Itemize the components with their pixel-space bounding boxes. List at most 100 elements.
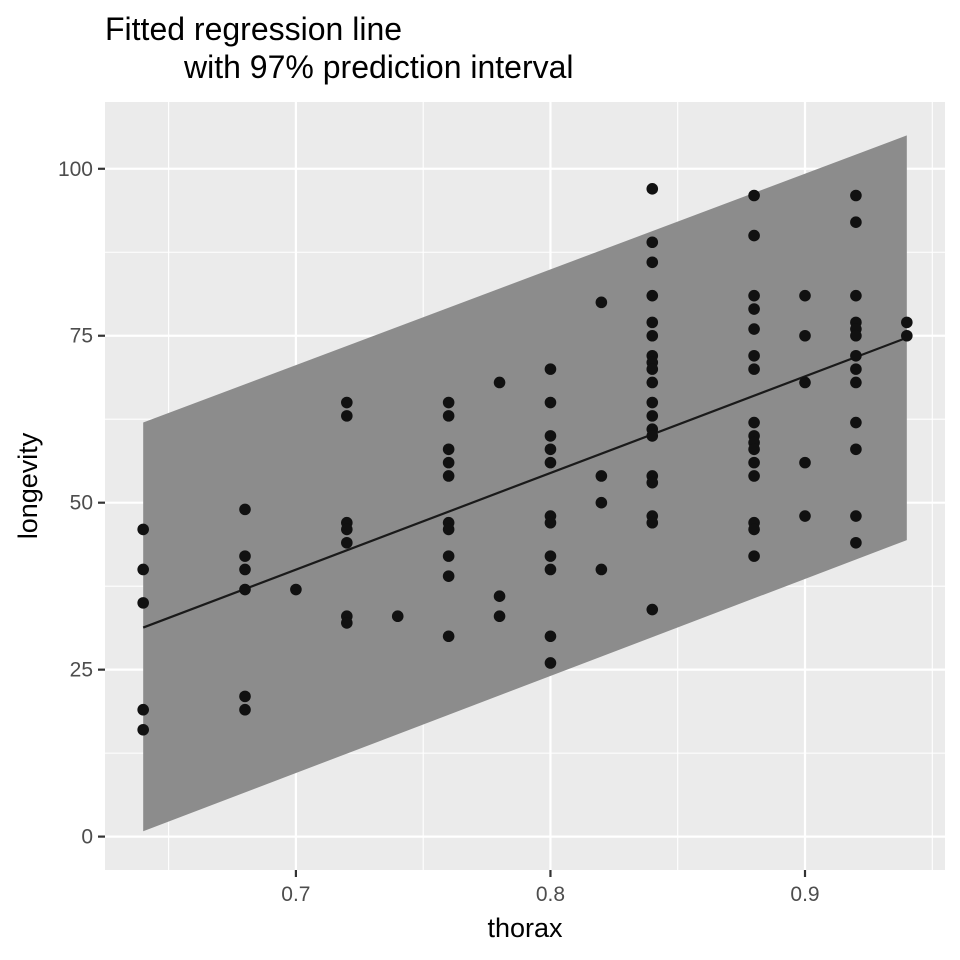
data-point: [442, 630, 455, 643]
data-point: [646, 476, 659, 489]
data-point: [493, 610, 506, 623]
x-axis-tick-labels: 0.7 0.8 0.9: [281, 883, 819, 906]
data-point: [748, 523, 760, 536]
data-point: [646, 183, 659, 195]
data-point: [748, 189, 760, 202]
data-point: [442, 470, 455, 482]
data-point: [544, 430, 557, 442]
data-point: [544, 396, 557, 409]
data-point: [544, 563, 557, 576]
data-point: [850, 329, 862, 342]
data-point: [850, 289, 862, 302]
x-axis-title: thorax: [487, 913, 563, 943]
data-point: [646, 256, 659, 269]
data-points: [137, 183, 913, 736]
data-point: [850, 349, 862, 362]
data-point: [748, 443, 760, 456]
x-tick-label: 0.8: [536, 883, 565, 906]
data-point: [748, 303, 760, 315]
data-point: [595, 470, 608, 482]
data-point: [341, 536, 353, 549]
data-point: [748, 229, 760, 242]
data-point: [341, 396, 353, 409]
y-tick-label: 75: [70, 325, 93, 348]
data-point: [137, 723, 149, 736]
data-point: [239, 583, 251, 596]
data-point: [646, 430, 659, 442]
data-point: [850, 536, 862, 549]
data-point: [646, 516, 659, 529]
data-point: [850, 416, 862, 429]
data-point: [850, 443, 862, 456]
x-tick-label: 0.7: [281, 883, 310, 906]
chart-title: Fitted regression line: [105, 11, 402, 47]
data-point: [544, 657, 557, 669]
chart-subtitle: with 97% prediction interval: [183, 49, 574, 85]
data-point: [748, 349, 760, 362]
data-point: [544, 456, 557, 469]
y-tick-label: 100: [58, 158, 93, 181]
data-point: [442, 570, 455, 582]
regression-line: [142, 336, 908, 629]
data-point: [442, 443, 455, 456]
data-point: [137, 563, 149, 576]
data-point: [239, 563, 251, 576]
data-point: [442, 550, 455, 562]
data-point: [137, 523, 149, 536]
data-point: [137, 703, 149, 716]
data-point: [646, 363, 659, 375]
data-point: [290, 583, 302, 596]
data-point: [748, 289, 760, 302]
data-point: [544, 443, 557, 456]
y-tick-label: 50: [70, 492, 93, 515]
data-point: [544, 516, 557, 529]
data-point: [748, 470, 760, 482]
data-point: [646, 329, 659, 342]
data-point: [646, 236, 659, 249]
data-point: [748, 363, 760, 375]
data-point: [341, 523, 353, 536]
x-tick-label: 0.9: [790, 883, 819, 906]
y-tick-label: 25: [70, 659, 93, 682]
data-point: [748, 456, 760, 469]
data-point: [901, 329, 913, 342]
data-point: [646, 410, 659, 422]
data-point: [391, 610, 404, 623]
data-point: [799, 376, 811, 389]
data-point: [799, 510, 811, 522]
data-point: [239, 703, 251, 716]
data-point: [850, 189, 862, 202]
data-point: [442, 396, 455, 409]
data-point: [595, 296, 608, 309]
data-point: [646, 289, 659, 302]
y-axis-title: longevity: [13, 432, 43, 539]
data-point: [137, 597, 149, 609]
data-point: [646, 603, 659, 616]
data-point: [544, 363, 557, 375]
data-point: [493, 376, 506, 389]
data-point: [544, 630, 557, 643]
data-point: [901, 316, 913, 329]
data-point: [850, 510, 862, 522]
data-point: [442, 523, 455, 536]
data-point: [748, 550, 760, 562]
data-point: [595, 563, 608, 576]
y-tick-label: 0: [81, 826, 93, 849]
y-axis-tick-labels: 0 25 50 75 100: [58, 158, 93, 849]
data-point: [341, 410, 353, 422]
data-point: [493, 590, 506, 602]
data-point: [442, 410, 455, 422]
data-point: [799, 289, 811, 302]
data-point: [799, 329, 811, 342]
data-point: [646, 376, 659, 389]
data-point: [850, 216, 862, 229]
data-point: [341, 617, 353, 629]
data-point: [544, 550, 557, 562]
axis-ticks: [98, 167, 807, 877]
data-point: [646, 316, 659, 329]
data-point: [442, 456, 455, 469]
data-point: [850, 363, 862, 375]
data-point: [239, 503, 251, 516]
data-point: [748, 323, 760, 335]
